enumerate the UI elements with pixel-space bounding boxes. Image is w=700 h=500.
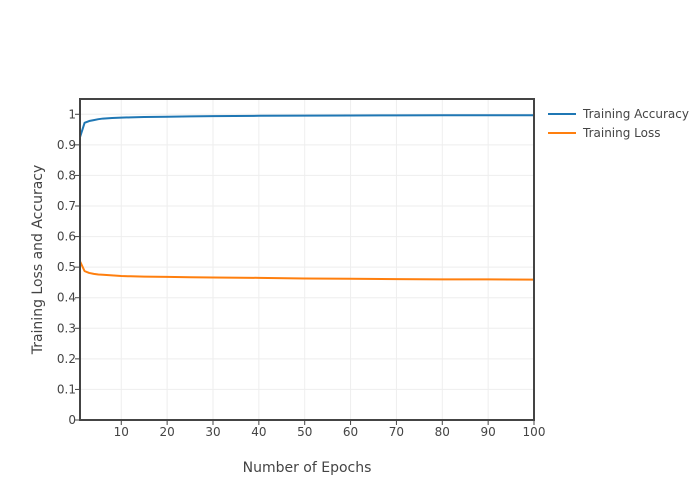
y-axis-title: Training Loss and Accuracy <box>30 165 46 356</box>
legend[interactable]: Training Accuracy Training Loss <box>548 107 689 140</box>
x-axis-title: Number of Epochs <box>243 460 372 476</box>
plot-area <box>79 114 535 281</box>
y-tick-label: 0.6 <box>57 230 76 244</box>
y-tick-label: 0.5 <box>57 260 76 274</box>
x-tick-label: 50 <box>297 425 312 439</box>
x-tick-label: 80 <box>435 425 450 439</box>
x-tick-label: 20 <box>159 425 174 439</box>
y-tick-label: 0 <box>68 413 76 427</box>
x-tick-label: 10 <box>114 425 129 439</box>
legend-label-1[interactable]: Training Loss <box>582 126 660 140</box>
y-tick-label: 0.9 <box>57 138 76 152</box>
y-tick-label: 0.3 <box>57 321 76 335</box>
x-tick-label: 70 <box>389 425 404 439</box>
x-tick-label: 90 <box>481 425 496 439</box>
x-tick-label: 60 <box>343 425 358 439</box>
series-line-training-loss[interactable] <box>79 260 535 281</box>
x-tick-label: 30 <box>205 425 220 439</box>
axes: 10 20 30 40 50 60 70 80 90 100 0 0.1 0.2 0.3 0.4 0.5 0.6… <box>57 98 546 439</box>
y-tick-label: 1 <box>68 107 76 121</box>
grid <box>80 99 535 421</box>
legend-label-0[interactable]: Training Accuracy <box>582 107 689 121</box>
plot-frame <box>79 98 535 421</box>
y-tick-label: 0.8 <box>57 168 76 182</box>
y-tick-label: 0.1 <box>57 382 76 396</box>
x-tick-label: 40 <box>251 425 266 439</box>
y-tick-label: 0.4 <box>57 291 76 305</box>
series-line-training-accuracy[interactable] <box>79 114 535 139</box>
x-tick-label: 100 <box>523 425 546 439</box>
y-tick-label: 0.2 <box>57 352 76 366</box>
y-tick-label: 0.7 <box>57 199 76 213</box>
